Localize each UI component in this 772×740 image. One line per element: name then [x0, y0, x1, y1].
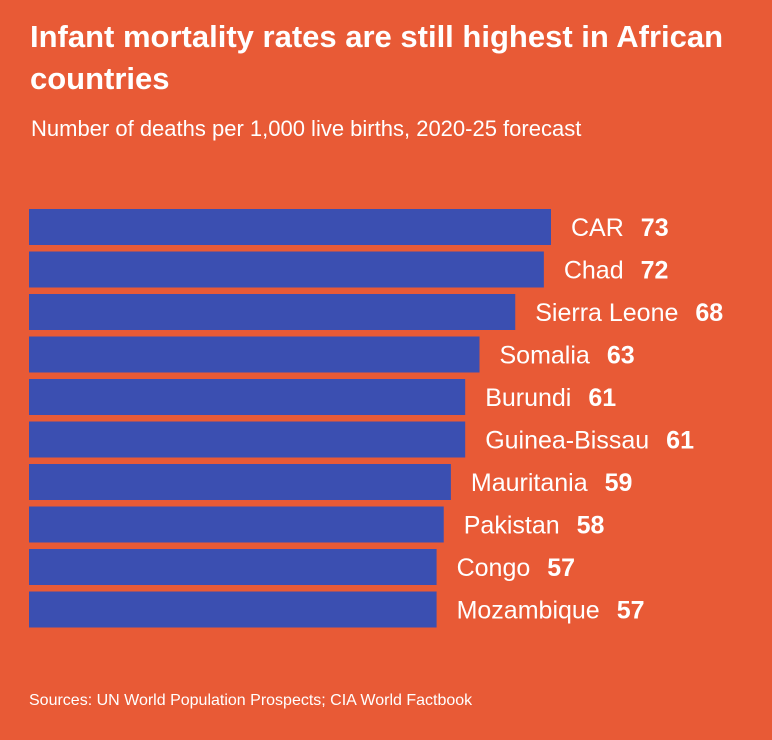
chart-subtitle: Number of deaths per 1,000 live births, … [31, 116, 582, 141]
chart-title: Infant mortality rates are still highest… [30, 19, 724, 96]
bar-sierra-leone [29, 294, 516, 330]
bar-value-label: 59 [605, 469, 633, 497]
bar-label: Pakistan [464, 512, 560, 540]
bar-value-label: 57 [547, 554, 575, 582]
bar-value-label: 63 [607, 342, 635, 370]
bar-car [29, 209, 551, 245]
bar-value-label: 57 [617, 597, 645, 625]
source-note: Sources: UN World Population Prospects; … [29, 692, 473, 709]
bar-mozambique [29, 591, 437, 628]
bar-value-label: 61 [666, 427, 694, 455]
bar-label: Burundi [485, 384, 571, 412]
bar-label: Sierra Leone [535, 299, 678, 327]
bar-congo [29, 549, 437, 585]
bar-label: Mauritania [471, 469, 588, 497]
bar-label: Chad [564, 257, 624, 285]
bar-label: Mozambique [457, 597, 600, 625]
bar-label: CAR [571, 214, 624, 242]
bar-somalia [29, 336, 480, 373]
bar-guinea-bissau [29, 421, 466, 458]
bar-chad [29, 251, 544, 288]
bar-label: Congo [457, 554, 531, 582]
bar-burundi [29, 379, 466, 415]
bar-value-label: 73 [641, 214, 669, 242]
bar-value-label: 68 [695, 299, 723, 327]
bar-label: Somalia [499, 342, 589, 370]
bar-mauritania [29, 464, 451, 500]
bar-value-label: 58 [577, 512, 605, 540]
bar-value-label: 72 [641, 257, 669, 285]
bar-pakistan [29, 506, 444, 543]
bar-value-label: 61 [588, 384, 616, 412]
bar-label: Guinea-Bissau [485, 427, 649, 455]
